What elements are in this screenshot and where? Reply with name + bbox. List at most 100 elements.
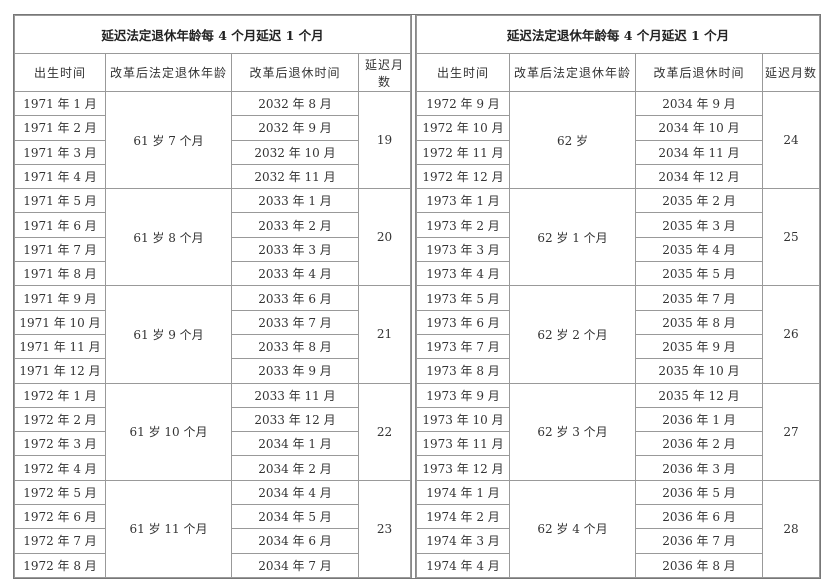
retirement-date-cell: 2036 年 3 月 [635,455,763,481]
table-row: 1972 年 11 月 2034 年 11 月 [416,139,820,165]
birth-date-cell: 1972 年 3 月 [14,431,106,457]
birth-date-cell: 1973 年 2 月 [416,212,510,238]
table-row: 1973 年 12 月 2036 年 3 月 [416,455,820,481]
delay-months-cell: 21 [358,285,411,384]
column-header: 出生时间 [416,53,510,92]
delay-months-cell: 19 [358,90,411,190]
retirement-age-cell: 61 岁 8 个月 [105,188,232,287]
birth-date-cell: 1971 年 6 月 [14,212,106,238]
table-row: 1972 年 9 月 62 岁 2034 年 9 月 24 [416,90,820,190]
birth-date-cell: 1971 年 5 月 [14,188,106,214]
birth-date-cell: 1972 年 7 月 [14,528,106,554]
retirement-date-cell: 2034 年 4 月 [231,479,359,506]
table-row: 1971 年 11 月 2033 年 8 月 [14,333,411,360]
birth-date-cell: 1973 年 1 月 [416,188,510,214]
retirement-date-cell: 2036 年 5 月 [635,479,763,506]
birth-date-cell: 1973 年 12 月 [416,455,510,481]
table-row: 1974 年 4 月 2036 年 8 月 [416,552,820,578]
table-row: 1972 年 12 月 2034 年 12 月 [416,163,820,190]
title-row: 延迟法定退休年龄每 4 个月延迟 1 个月 [416,15,820,54]
birth-date-cell: 1973 年 11 月 [416,431,510,457]
retirement-date-cell: 2034 年 1 月 [231,431,359,457]
retirement-date-cell: 2035 年 8 月 [635,309,763,335]
retirement-date-cell: 2035 年 3 月 [635,212,763,238]
birth-date-cell: 1973 年 10 月 [416,406,510,433]
retirement-date-cell: 2032 年 8 月 [231,90,359,117]
column-header: 改革后法定退休年龄 [105,53,232,92]
birth-date-cell: 1971 年 2 月 [14,115,106,141]
birth-date-cell: 1973 年 4 月 [416,261,510,287]
table-row: 1972 年 4 月 2034 年 2 月 [14,455,411,481]
header-row: 出生时间 改革后法定退休年龄 改革后退休时间 延迟月数 [416,53,820,92]
table-row: 1973 年 9 月 62 岁 3 个月 2035 年 12 月 27 [416,382,820,481]
retirement-date-cell: 2035 年 7 月 [635,285,763,311]
table-row: 1974 年 1 月 62 岁 4 个月 2036 年 5 月 28 [416,479,820,578]
retirement-date-cell: 2034 年 10 月 [635,115,763,141]
delay-months-cell: 26 [762,285,820,384]
retirement-age-cell: 62 岁 4 个月 [509,479,636,578]
retirement-date-cell: 2035 年 4 月 [635,236,763,263]
column-header: 延迟月数 [762,53,820,92]
retirement-age-cell: 61 岁 10 个月 [105,382,232,481]
retirement-date-cell: 2032 年 10 月 [231,139,359,165]
birth-date-cell: 1972 年 12 月 [416,163,510,190]
table-row: 1974 年 3 月 2036 年 7 月 [416,528,820,554]
table-row: 1973 年 5 月 62 岁 2 个月 2035 年 7 月 26 [416,285,820,384]
delay-months-cell: 23 [358,479,411,578]
birth-date-cell: 1972 年 5 月 [14,479,106,506]
table-row: 1973 年 8 月 2035 年 10 月 [416,358,820,384]
table-row: 1971 年 7 月 2033 年 3 月 [14,236,411,263]
table-row: 1973 年 4 月 2035 年 5 月 [416,261,820,287]
retirement-date-cell: 2036 年 2 月 [635,431,763,457]
table-row: 1972 年 8 月 2034 年 7 月 [14,552,411,578]
retirement-date-cell: 2034 年 2 月 [231,455,359,481]
birth-date-cell: 1973 年 7 月 [416,333,510,360]
delay-months-cell: 28 [762,479,820,578]
table-row: 1973 年 6 月 2035 年 8 月 [416,309,820,335]
retirement-date-cell: 2033 年 9 月 [231,358,359,384]
birth-date-cell: 1971 年 4 月 [14,163,106,190]
birth-date-cell: 1971 年 12 月 [14,358,106,384]
retirement-date-cell: 2033 年 12 月 [231,406,359,433]
retirement-date-cell: 2036 年 8 月 [635,552,763,578]
birth-date-cell: 1972 年 4 月 [14,455,106,481]
table-row: 1973 年 1 月 62 岁 1 个月 2035 年 2 月 25 [416,188,820,287]
table-row: 1971 年 4 月 2032 年 11 月 [14,163,411,190]
retirement-table-right: 延迟法定退休年龄每 4 个月延迟 1 个月 出生时间 改革后法定退休年龄 改革后退休时… [416,15,820,578]
table-row: 1971 年 5 月 61 岁 8 个月 2033 年 1 月 20 [14,188,411,287]
header-row: 出生时间 改革后法定退休年龄 改革后退休时间 延迟月数 [14,53,411,92]
table-row: 1972 年 6 月 2034 年 5 月 [14,504,411,530]
birth-date-cell: 1973 年 3 月 [416,236,510,263]
retirement-date-cell: 2034 年 12 月 [635,163,763,190]
column-header: 改革后退休时间 [231,53,359,92]
birth-date-cell: 1974 年 3 月 [416,528,510,554]
birth-date-cell: 1972 年 6 月 [14,504,106,530]
retirement-date-cell: 2032 年 9 月 [231,115,359,141]
table-row: 1971 年 9 月 61 岁 9 个月 2033 年 6 月 21 [14,285,411,384]
title-row: 延迟法定退休年龄每 4 个月延迟 1 个月 [14,15,411,54]
retirement-date-cell: 2033 年 7 月 [231,309,359,335]
birth-date-cell: 1974 年 2 月 [416,504,510,530]
retirement-date-cell: 2035 年 5 月 [635,261,763,287]
retirement-date-cell: 2036 年 6 月 [635,504,763,530]
birth-date-cell: 1974 年 4 月 [416,552,510,578]
retirement-age-cell: 62 岁 1 个月 [509,188,636,287]
delay-months-cell: 20 [358,188,411,287]
table-row: 1973 年 2 月 2035 年 3 月 [416,212,820,238]
retirement-date-cell: 2035 年 10 月 [635,358,763,384]
birth-date-cell: 1972 年 11 月 [416,139,510,165]
retirement-age-cell: 62 岁 2 个月 [509,285,636,384]
birth-date-cell: 1971 年 8 月 [14,261,106,287]
retirement-date-cell: 2034 年 11 月 [635,139,763,165]
retirement-date-cell: 2035 年 12 月 [635,382,763,408]
table-title: 延迟法定退休年龄每 4 个月延迟 1 个月 [14,15,411,54]
birth-date-cell: 1972 年 2 月 [14,406,106,433]
table-row: 1971 年 3 月 2032 年 10 月 [14,139,411,165]
table-row: 1971 年 6 月 2033 年 2 月 [14,212,411,238]
birth-date-cell: 1972 年 1 月 [14,382,106,408]
delay-months-cell: 22 [358,382,411,481]
column-header: 改革后法定退休年龄 [509,53,636,92]
retirement-date-cell: 2033 年 6 月 [231,285,359,311]
retirement-date-cell: 2033 年 11 月 [231,382,359,408]
retirement-date-cell: 2034 年 9 月 [635,90,763,117]
